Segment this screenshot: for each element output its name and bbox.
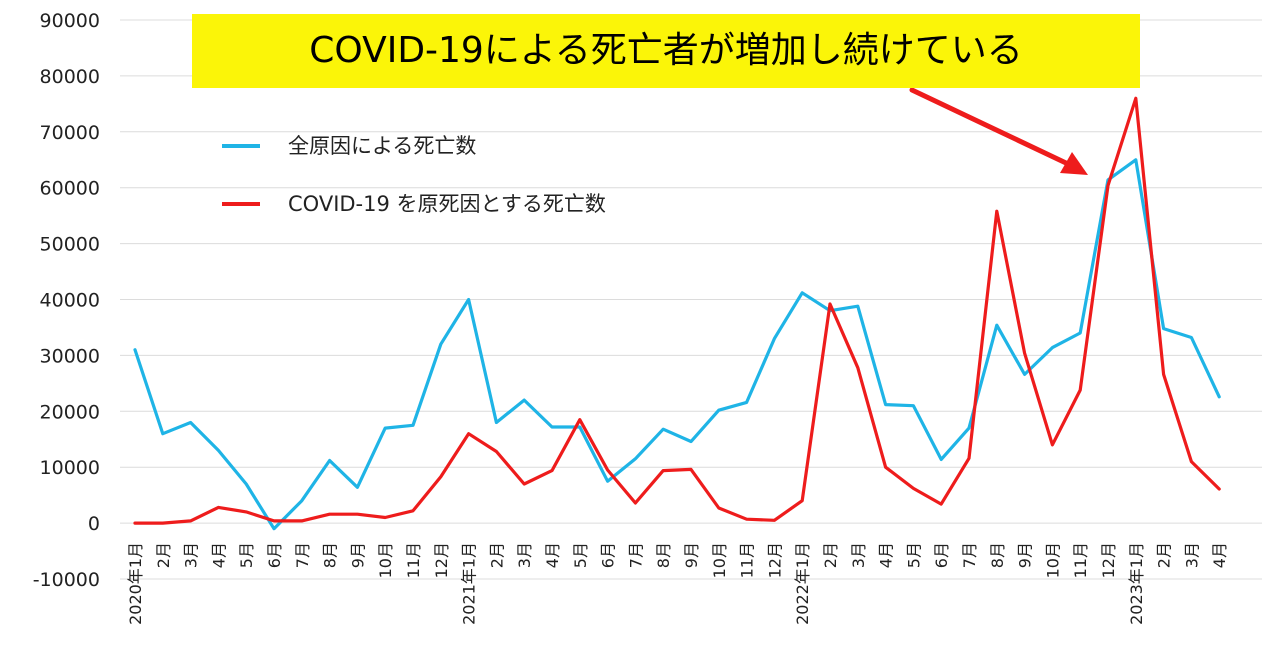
annotation-arrow: [909, 87, 1088, 175]
x-tick-label: 7月: [626, 542, 645, 568]
x-tick-label: 9月: [682, 542, 701, 568]
x-tick-label: 3月: [1182, 542, 1201, 568]
x-tick-label: 6月: [599, 542, 618, 568]
x-tick-label: 12月: [765, 542, 784, 578]
legend-label-covid: COVID-19 を原死因とする死亡数: [288, 192, 606, 216]
x-tick-label: 11月: [1071, 542, 1090, 578]
legend-swatch-covid: [222, 202, 260, 206]
x-tick-label: 6月: [932, 542, 951, 568]
x-tick-label: 2月: [487, 542, 506, 568]
x-tick-label: 7月: [293, 542, 312, 568]
y-tick-label: 50000: [40, 234, 100, 256]
x-axis-tick-labels: 2020年1月 2月 3月 4月 5月 6月 7月 8月 9月 10月 11月 12月 2021年1月 2…: [126, 542, 1229, 625]
x-tick-label: 4月: [209, 542, 228, 568]
x-tick-label: 12月: [432, 542, 451, 578]
x-tick-label: 2月: [821, 542, 840, 568]
x-tick-label: 2021年1月: [460, 542, 479, 625]
x-tick-label: 5月: [237, 542, 256, 568]
y-axis-tick-labels: 90000 80000 70000 60000 50000 40000 30000 20000…: [33, 10, 100, 591]
x-tick-label: 2023年1月: [1127, 542, 1146, 625]
gridlines: [120, 19, 1262, 580]
x-tick-label: 9月: [348, 542, 367, 568]
x-tick-label: 3月: [515, 542, 534, 568]
x-tick-label: 10月: [1043, 542, 1062, 578]
x-tick-label: 7月: [960, 542, 979, 568]
x-tick-label: 4月: [1210, 542, 1229, 568]
x-tick-label: 2022年1月: [793, 542, 812, 625]
x-tick-label: 8月: [654, 542, 673, 568]
y-tick-label: 40000: [40, 290, 100, 312]
x-tick-label: 8月: [988, 542, 1007, 568]
x-tick-label: 2月: [154, 542, 173, 568]
x-tick-label: 8月: [321, 542, 340, 568]
y-tick-label: 10000: [40, 457, 100, 479]
legend-swatch-all-cause: [222, 144, 260, 148]
x-tick-label: 6月: [265, 542, 284, 568]
x-tick-label: 5月: [904, 542, 923, 568]
series-lines: [133, 96, 1221, 531]
series-line-covid: [133, 96, 1221, 525]
y-tick-label: 90000: [40, 10, 100, 32]
y-tick-label: -10000: [33, 569, 100, 591]
y-tick-label: 60000: [40, 178, 100, 200]
arrow-shaft: [909, 87, 1069, 166]
x-tick-label: 3月: [849, 542, 868, 568]
legend-label-all-cause: 全原因による死亡数: [288, 134, 477, 158]
x-tick-label: 10月: [376, 542, 395, 578]
x-tick-label: 9月: [1016, 542, 1035, 568]
headline-banner: COVID-19による死亡者が増加し続けている: [192, 14, 1140, 88]
y-tick-label: 30000: [40, 345, 100, 367]
series-line-all-cause: [133, 158, 1221, 531]
x-tick-label: 2020年1月: [126, 542, 145, 625]
y-tick-label: 0: [88, 513, 100, 535]
legend-item-all-cause: 全原因による死亡数: [222, 128, 702, 164]
x-tick-label: 2月: [1155, 542, 1174, 568]
x-tick-label: 3月: [182, 542, 201, 568]
x-tick-label: 11月: [404, 542, 423, 578]
x-tick-label: 5月: [571, 542, 590, 568]
y-tick-label: 20000: [40, 401, 100, 423]
arrow-head: [1060, 152, 1088, 175]
x-tick-label: 4月: [543, 542, 562, 568]
legend-item-covid: COVID-19 を原死因とする死亡数: [222, 186, 702, 222]
y-tick-label: 70000: [40, 122, 100, 144]
legend: 全原因による死亡数 COVID-19 を原死因とする死亡数: [222, 128, 702, 228]
y-tick-label: 80000: [40, 66, 100, 88]
x-tick-label: 4月: [877, 542, 896, 568]
x-tick-label: 10月: [710, 542, 729, 578]
x-tick-label: 12月: [1099, 542, 1118, 578]
headline-text: COVID-19による死亡者が増加し続けている: [309, 30, 1023, 71]
x-tick-label: 11月: [738, 542, 757, 578]
